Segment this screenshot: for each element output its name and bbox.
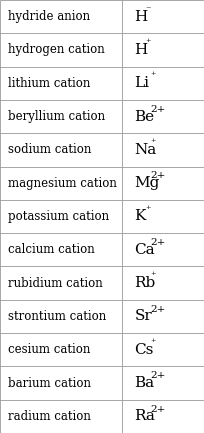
Text: cesium cation: cesium cation xyxy=(8,343,90,356)
Text: Ca: Ca xyxy=(134,243,154,257)
Text: ⁻: ⁻ xyxy=(145,5,150,14)
Text: strontium cation: strontium cation xyxy=(8,310,106,323)
Text: Be: Be xyxy=(134,110,154,123)
Text: hydrogen cation: hydrogen cation xyxy=(8,43,104,56)
Text: ⁺: ⁺ xyxy=(150,271,155,280)
Text: Li: Li xyxy=(134,76,149,90)
Text: Sr: Sr xyxy=(134,310,151,323)
Text: 2+: 2+ xyxy=(150,371,165,380)
Text: potassium cation: potassium cation xyxy=(8,210,109,223)
Text: Na: Na xyxy=(134,143,156,157)
Text: radium cation: radium cation xyxy=(8,410,91,423)
Text: 2+: 2+ xyxy=(150,171,165,181)
Text: magnesium cation: magnesium cation xyxy=(8,177,116,190)
Text: barium cation: barium cation xyxy=(8,377,91,390)
Text: rubidium cation: rubidium cation xyxy=(8,277,102,290)
Text: sodium cation: sodium cation xyxy=(8,143,91,156)
Text: Ba: Ba xyxy=(134,376,154,390)
Text: ⁺: ⁺ xyxy=(145,38,150,47)
Text: Cs: Cs xyxy=(134,343,153,357)
Text: beryllium cation: beryllium cation xyxy=(8,110,105,123)
Text: ⁺: ⁺ xyxy=(150,338,155,347)
Text: 2+: 2+ xyxy=(150,304,165,313)
Text: H: H xyxy=(134,10,147,24)
Text: Ra: Ra xyxy=(134,409,154,423)
Text: 2+: 2+ xyxy=(150,404,165,414)
Text: Mg: Mg xyxy=(134,176,159,190)
Text: H: H xyxy=(134,43,147,57)
Text: 2+: 2+ xyxy=(150,238,165,247)
Text: K: K xyxy=(134,210,145,223)
Text: ⁺: ⁺ xyxy=(150,138,155,147)
Text: Rb: Rb xyxy=(134,276,155,290)
Text: hydride anion: hydride anion xyxy=(8,10,90,23)
Text: ⁺: ⁺ xyxy=(145,205,150,213)
Text: 2+: 2+ xyxy=(150,105,165,114)
Text: calcium cation: calcium cation xyxy=(8,243,94,256)
Text: lithium cation: lithium cation xyxy=(8,77,90,90)
Text: ⁺: ⁺ xyxy=(150,71,155,81)
